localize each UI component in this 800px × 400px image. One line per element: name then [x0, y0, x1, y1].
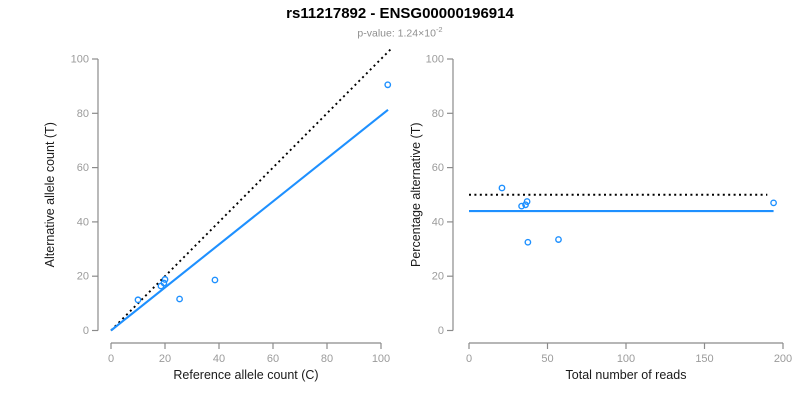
- x-tick-label: 20: [159, 353, 171, 365]
- data-point: [176, 295, 183, 303]
- x-tick-label: 40: [213, 353, 225, 365]
- x-tick-label: 0: [108, 353, 114, 365]
- data-point: [524, 238, 532, 246]
- data-point: [518, 202, 525, 210]
- y-tick-label: 60: [77, 162, 89, 174]
- fitted-regression-line: [110, 108, 389, 332]
- data-point: [161, 276, 169, 283]
- x-tick-label: 150: [695, 353, 713, 365]
- p-value-subtitle: p-value: 1.24×10-2: [0, 25, 800, 40]
- y-tick-label: 40: [432, 216, 444, 228]
- x-tick-label: 100: [372, 353, 390, 365]
- data-point: [134, 296, 142, 304]
- times-symbol: ×: [418, 27, 425, 40]
- data-point: [384, 81, 392, 89]
- left-scatter-panel: 0 20 40 60 80 100 0 20 40 60 80 100 Reference allele…: [43, 48, 392, 382]
- y-tick-label: 20: [77, 271, 89, 283]
- y-tick-label: 60: [432, 162, 444, 174]
- page-title: rs11217892 - ENSG00000196914: [286, 5, 514, 22]
- x-tick-label: 60: [267, 353, 279, 365]
- x-tick-label: 80: [321, 353, 333, 365]
- data-point: [523, 198, 531, 205]
- x-tick-label: 200: [774, 353, 792, 365]
- x-tick-label: 0: [466, 353, 472, 365]
- x-tick-label: 50: [541, 353, 553, 365]
- data-point: [498, 184, 506, 192]
- identity-dotted-line: [110, 48, 392, 332]
- p-value-label: p-value:: [357, 27, 398, 40]
- y-tick-label: 0: [83, 325, 89, 337]
- y-tick-label: 100: [426, 54, 444, 66]
- data-point: [160, 279, 168, 287]
- y-tick-label: 100: [71, 54, 89, 66]
- data-point: [522, 201, 529, 209]
- p-value-exponent: -2: [435, 25, 443, 34]
- y-tick-label: 80: [432, 108, 444, 120]
- p-value-base: 10: [424, 27, 436, 40]
- y-axis-title: Percentage alternative (T): [409, 122, 423, 267]
- x-axis-title: Reference allele count (C): [173, 368, 318, 382]
- data-point: [555, 236, 562, 243]
- y-tick-label: 80: [77, 108, 89, 120]
- y-tick-label: 0: [438, 325, 444, 337]
- y-tick-label: 20: [432, 271, 444, 283]
- data-point: [211, 276, 219, 284]
- right-scatter-panel: 0 20 40 60 80 100 0 50 100 150 200 Total number of …: [409, 54, 792, 383]
- x-tick-label: 100: [617, 353, 635, 365]
- y-axis-title: Alternative allele count (T): [43, 122, 57, 267]
- data-point: [770, 199, 777, 207]
- x-axis-title: Total number of reads: [566, 368, 687, 382]
- p-value-mantissa: 1.24: [397, 27, 419, 40]
- y-tick-label: 40: [77, 216, 89, 228]
